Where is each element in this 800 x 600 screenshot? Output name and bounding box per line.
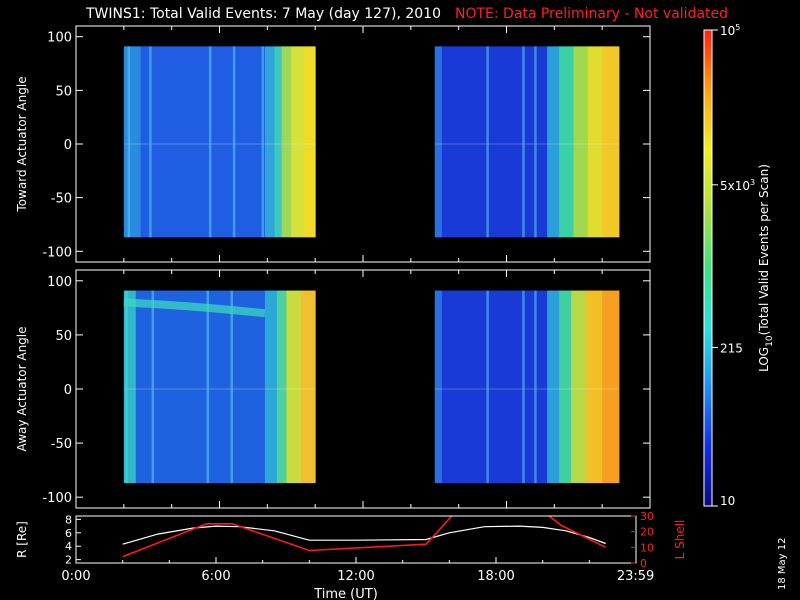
heat-band bbox=[547, 46, 560, 238]
heatmap-area bbox=[123, 46, 620, 238]
y-tick-label: 50 bbox=[55, 84, 72, 99]
heat-streak bbox=[534, 46, 537, 238]
chart-title: TWINS1: Total Valid Events: 7 May (day 1… bbox=[85, 6, 441, 22]
heat-streak bbox=[206, 290, 210, 484]
heat-band bbox=[300, 290, 316, 484]
heat-band bbox=[434, 46, 443, 238]
heat-streak bbox=[534, 290, 537, 484]
heat-band bbox=[281, 46, 292, 238]
x-axis-label: Time (UT) bbox=[313, 587, 378, 600]
heat-streak bbox=[151, 290, 155, 484]
heat-band bbox=[434, 290, 443, 484]
heat-streak bbox=[149, 46, 152, 238]
preliminary-note: NOTE: Data Preliminary - Not validated bbox=[455, 6, 728, 22]
heat-streak bbox=[261, 46, 265, 238]
y-axis-label: Away Actuator Angle bbox=[15, 326, 29, 451]
heat-streak bbox=[486, 290, 489, 484]
heat-band bbox=[559, 290, 572, 484]
line-plot-area bbox=[122, 516, 607, 558]
heat-band bbox=[573, 46, 589, 238]
line-panel-frame bbox=[75, 515, 637, 564]
toward-panel: 100 50 0 -50 -100 Toward Actuator Angle bbox=[15, 25, 651, 263]
heat-band bbox=[276, 290, 287, 484]
heat-band bbox=[123, 46, 142, 238]
colorbar-tick-label: 215 bbox=[720, 341, 743, 355]
heat-band bbox=[274, 46, 283, 238]
heat-streak bbox=[522, 46, 525, 238]
time-tick-label: 6:00 bbox=[201, 569, 230, 584]
colorbar-tick-label: 10 bbox=[720, 494, 735, 508]
heat-band bbox=[559, 46, 574, 238]
y-tick-label: 50 bbox=[55, 329, 72, 344]
r-tick-label: 8 bbox=[65, 513, 72, 526]
colorbar-tick-label: 105 bbox=[720, 23, 740, 38]
y-tick-label: 100 bbox=[47, 275, 72, 290]
y-tick-label: -50 bbox=[51, 437, 72, 452]
heat-band bbox=[264, 46, 276, 238]
r-tick-label: 4 bbox=[65, 540, 72, 553]
y-tick-label: -50 bbox=[51, 192, 72, 207]
l-shell-line bbox=[547, 516, 607, 549]
time-tick-label: 18:00 bbox=[477, 569, 514, 584]
time-tick-label: 12:00 bbox=[337, 569, 374, 584]
y-tick-label: 100 bbox=[47, 31, 72, 46]
heat-streak bbox=[232, 46, 236, 238]
y-tick-label: -100 bbox=[42, 245, 72, 260]
radius-line bbox=[122, 525, 606, 545]
heat-streak bbox=[125, 290, 128, 484]
colorbar-tick-label: 5x103 bbox=[720, 178, 755, 193]
l-shell-tick-label: 20 bbox=[640, 526, 654, 539]
y-axis-label: Toward Actuator Angle bbox=[15, 76, 29, 212]
l-shell-axis-label: L Shell bbox=[673, 520, 687, 560]
l-shell-tick-label: 0 bbox=[640, 557, 647, 570]
y-tick-label: 0 bbox=[64, 138, 72, 153]
heat-streak bbox=[208, 46, 212, 238]
heat-band bbox=[441, 290, 548, 484]
heatmap-area bbox=[123, 290, 620, 484]
heat-band bbox=[441, 46, 548, 238]
colorbar: 10 215 5x103 105 LOG10(Total Valid Events pe… bbox=[703, 23, 775, 508]
colorbar-bar bbox=[703, 29, 713, 507]
time-tick-label: 23:59 bbox=[617, 569, 654, 584]
r-tick-label: 2 bbox=[65, 554, 72, 567]
colorbar-label: LOG10(Total Valid Events per Scan) bbox=[757, 164, 775, 372]
heat-band bbox=[602, 46, 620, 238]
l-shell-line bbox=[122, 516, 453, 558]
heat-band bbox=[587, 46, 603, 238]
heat-band bbox=[140, 46, 266, 238]
r-axis-label: R [Re] bbox=[15, 521, 29, 558]
heat-band bbox=[547, 290, 560, 484]
y-tick-label: 0 bbox=[64, 383, 72, 398]
away-panel: 100 50 0 -50 -100 Away Actuator Angle bbox=[15, 269, 651, 509]
heat-band bbox=[135, 290, 266, 484]
heat-band bbox=[291, 46, 304, 238]
l-shell-tick-label: 30 bbox=[640, 510, 654, 523]
heat-streak bbox=[486, 46, 489, 238]
y-tick-label: -100 bbox=[42, 491, 72, 506]
heat-band bbox=[571, 290, 586, 484]
date-stamp: 18 May 12 bbox=[777, 538, 788, 590]
heat-band bbox=[303, 46, 316, 238]
heat-streak bbox=[522, 290, 525, 484]
l-shell-tick-label: 10 bbox=[640, 541, 654, 554]
heat-band bbox=[264, 290, 278, 484]
time-tick-label: 0:00 bbox=[61, 569, 90, 584]
heat-band bbox=[286, 290, 302, 484]
heat-streak bbox=[127, 46, 131, 238]
heat-arc bbox=[123, 298, 266, 318]
heat-band bbox=[602, 290, 620, 484]
r-tick-label: 6 bbox=[65, 527, 72, 540]
heat-band bbox=[585, 290, 603, 484]
heat-streak bbox=[230, 290, 233, 484]
